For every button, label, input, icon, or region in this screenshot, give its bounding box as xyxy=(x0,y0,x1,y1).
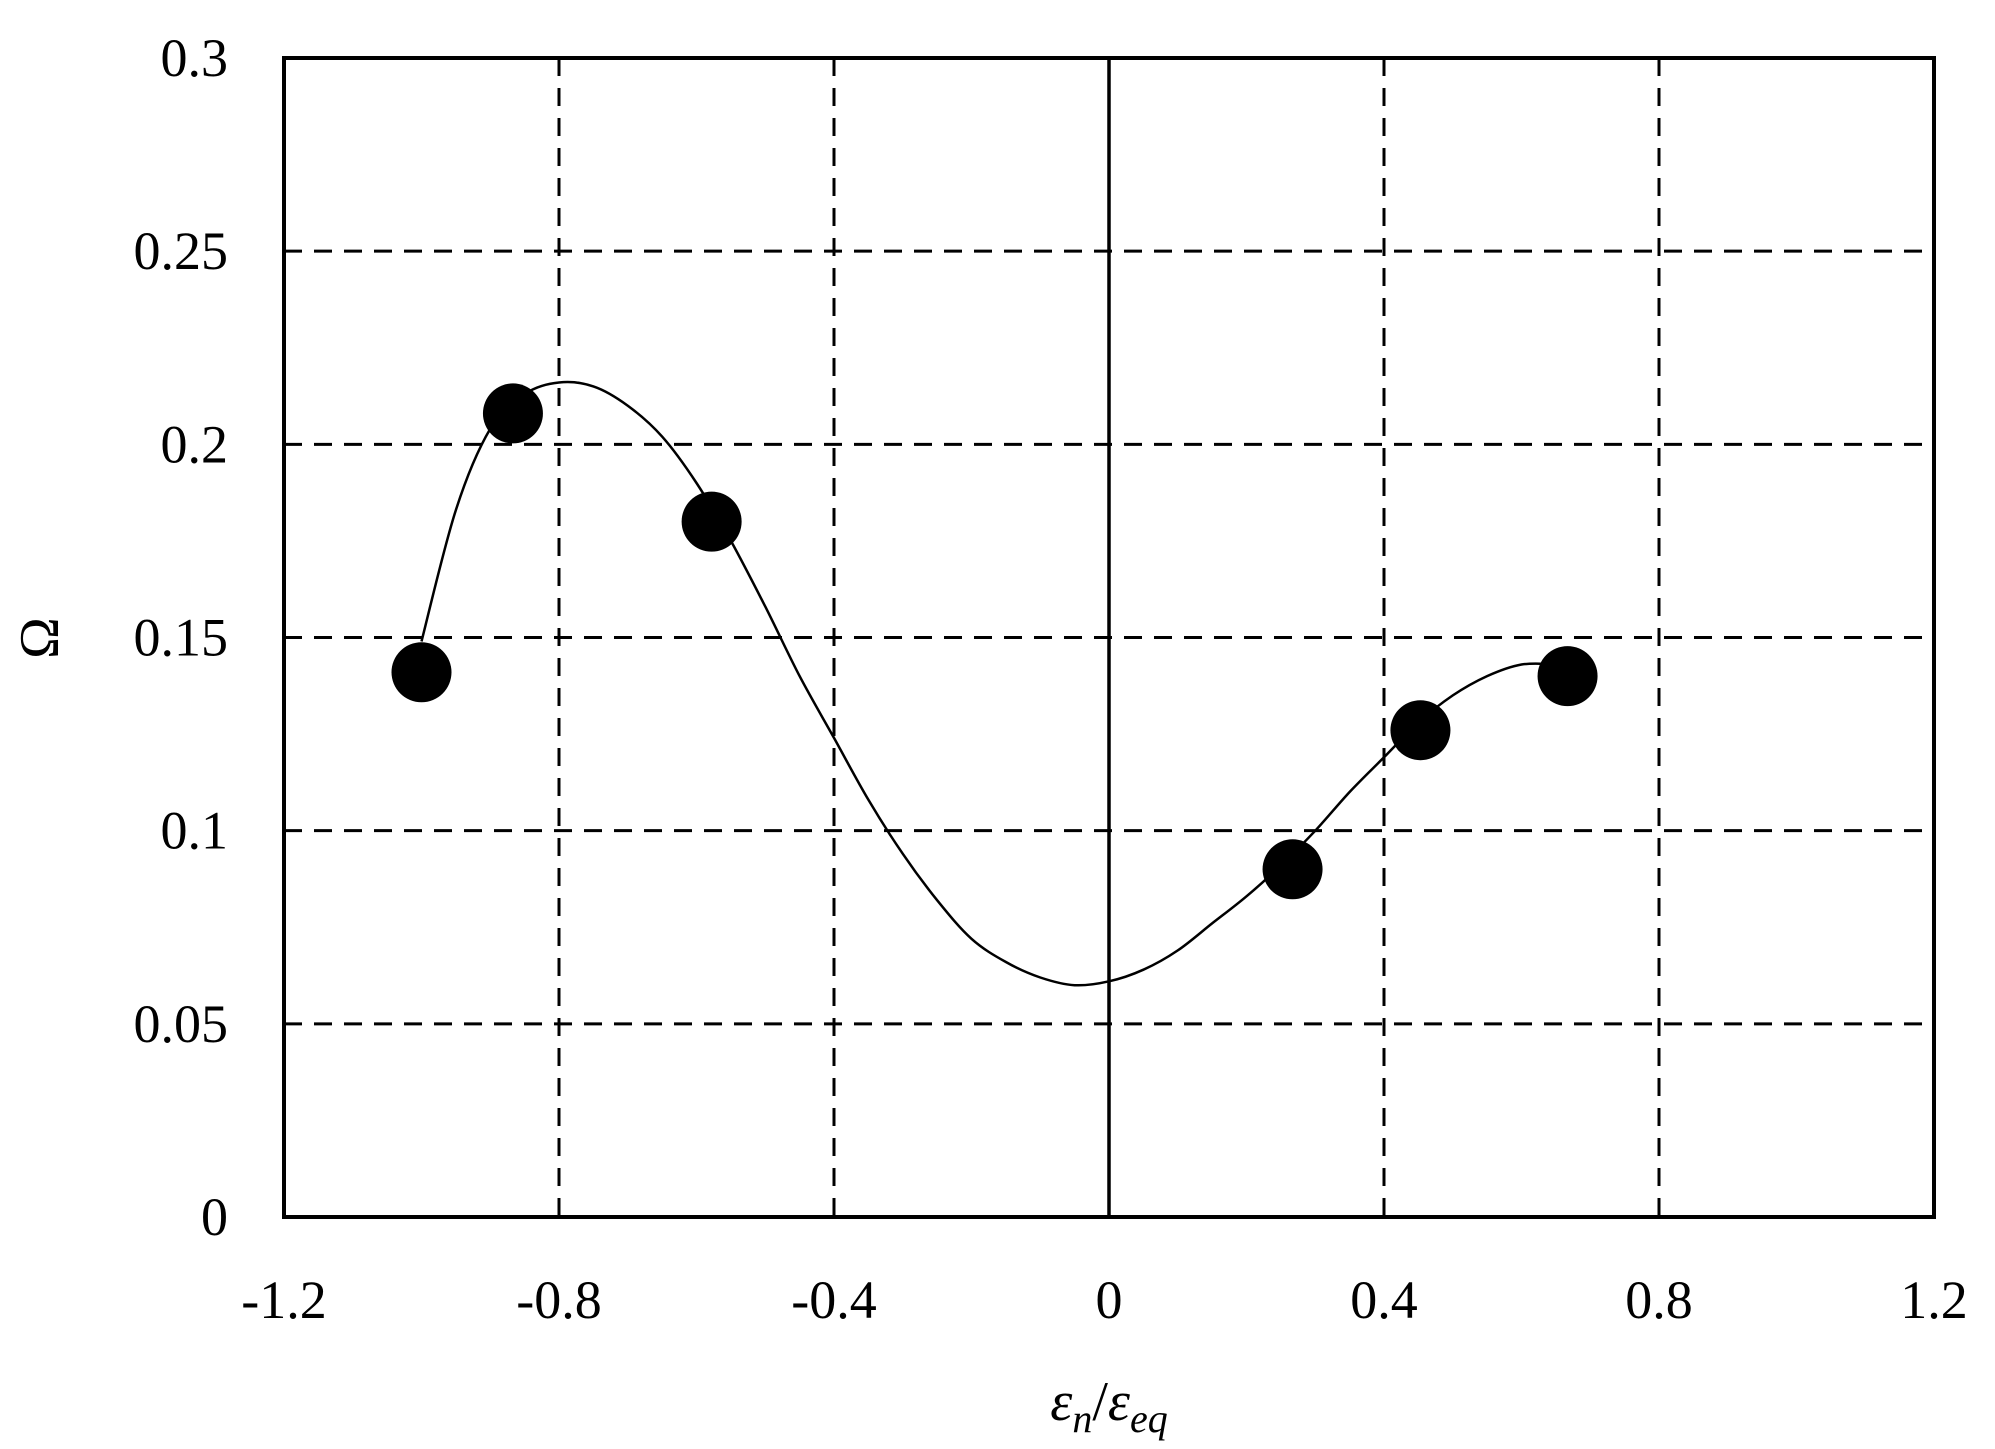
x-tick-label: 0.4 xyxy=(1350,1270,1418,1330)
plot-area-frame xyxy=(282,56,1936,1219)
data-point xyxy=(482,383,543,444)
x-axis-label-numerator-subscript: n xyxy=(1072,1396,1092,1441)
x-axis-label-denominator: ε xyxy=(1108,1371,1131,1433)
y-tick-label: 0.2 xyxy=(161,414,229,474)
fitted-curve-group xyxy=(420,380,1569,987)
x-tick-label: -0.4 xyxy=(791,1270,876,1330)
y-axis-label: Ω xyxy=(9,617,71,659)
x-tick-label: -0.8 xyxy=(516,1270,601,1330)
data-point xyxy=(1537,646,1598,707)
data-point xyxy=(391,642,452,703)
y-tick-labels: 0 0.05 0.1 0.15 0.2 0.25 0.3 xyxy=(134,28,229,1247)
y-tick-label: 0.1 xyxy=(161,801,229,861)
x-tick-label: 1.2 xyxy=(1900,1270,1968,1330)
y-tick-label: 0.15 xyxy=(134,608,229,668)
fitted-curve xyxy=(420,380,1569,987)
y-tick-label: 0 xyxy=(201,1187,228,1247)
x-tick-label: 0.8 xyxy=(1625,1270,1693,1330)
data-points-group xyxy=(391,383,1598,900)
x-tick-label: 0 xyxy=(1096,1270,1123,1330)
y-tick-label: 0.3 xyxy=(161,28,229,88)
x-axis-label-numerator: ε xyxy=(1050,1371,1073,1433)
x-axis-label: εn/εeq xyxy=(1050,1371,1167,1441)
data-point xyxy=(1262,839,1323,900)
x-tick-label: -1.2 xyxy=(241,1270,326,1330)
data-point xyxy=(681,491,742,552)
y-tick-label: 0.25 xyxy=(134,221,229,281)
y-tick-label: 0.05 xyxy=(134,994,229,1054)
x-axis-label-separator: / xyxy=(1092,1371,1108,1433)
x-tick-labels: -1.2 -0.8 -0.4 0 0.4 0.8 1.2 xyxy=(241,1270,1967,1330)
data-point xyxy=(1390,700,1451,761)
x-axis-label-denominator-subscript: eq xyxy=(1130,1396,1168,1441)
